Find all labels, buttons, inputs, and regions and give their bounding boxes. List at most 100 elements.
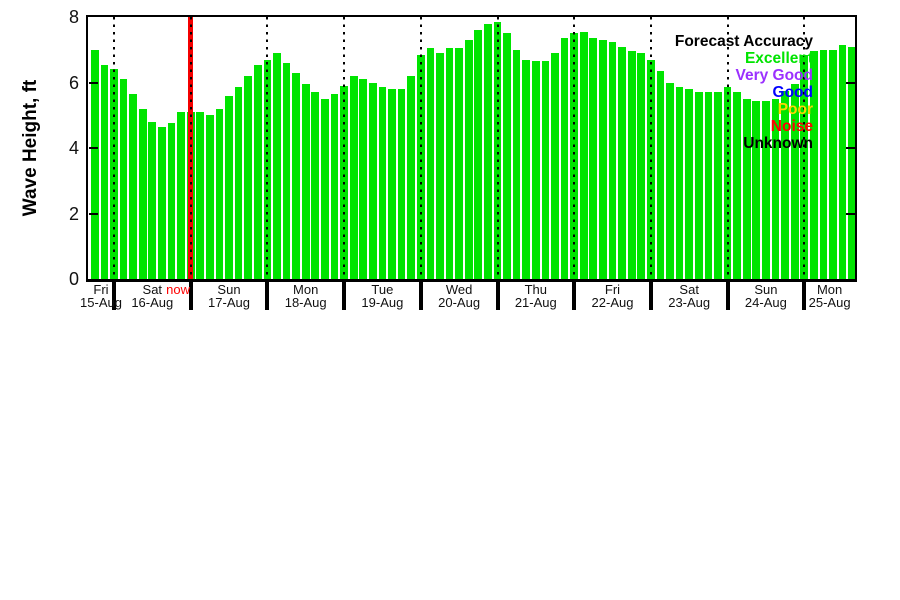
- wave-bar: [321, 98, 329, 279]
- wave-bar: [474, 30, 483, 279]
- day-label: Mon 25-Aug: [782, 283, 878, 309]
- wave-bar: [675, 87, 684, 279]
- day-boundary-dotted-line: [649, 17, 652, 279]
- wave-bar: [464, 39, 473, 279]
- axis-left-line: [86, 15, 88, 281]
- axis-inward-tick: [89, 212, 98, 215]
- wave-bar: [771, 98, 780, 279]
- wave-bar: [666, 82, 674, 279]
- y-tick-label: 6: [68, 72, 79, 93]
- wave-bar: [388, 89, 396, 279]
- y-tick-label: 4: [68, 138, 79, 158]
- wave-bar: [829, 49, 837, 279]
- weekday-text: Sat: [142, 282, 163, 297]
- date-text: 17-Aug: [208, 295, 250, 310]
- day-separator-tick: [572, 281, 577, 310]
- wave-bar: [167, 123, 176, 279]
- wave-bar: [282, 62, 291, 279]
- wave-bar: [819, 49, 828, 279]
- axis-inward-tick: [89, 81, 98, 84]
- wave-bar: [359, 79, 368, 279]
- wave-bar: [781, 90, 789, 279]
- day-label: Wed 20-Aug: [411, 283, 507, 309]
- legend-entry-poor: Poor: [777, 101, 813, 118]
- wave-bar: [848, 46, 855, 279]
- day-separator-tick: [265, 281, 270, 310]
- weekday-text: Sun: [754, 282, 778, 297]
- wave-bar: [445, 48, 454, 279]
- date-text: 23-Aug: [668, 295, 711, 310]
- y-tick-label: 2: [68, 203, 79, 224]
- wave-bar: [752, 100, 761, 279]
- axis-right-line: [855, 15, 857, 281]
- day-separator-tick: [342, 281, 347, 310]
- wave-bar: [560, 38, 569, 279]
- wave-bar: [742, 98, 751, 279]
- day-boundary-dotted-line: [419, 17, 422, 279]
- day-boundary-dotted-line: [343, 17, 346, 279]
- wave-bar: [790, 84, 799, 279]
- legend-entry-good: Good: [772, 84, 813, 101]
- wave-bar: [407, 75, 416, 279]
- weekday-text: Mon: [816, 282, 843, 297]
- date-text: 24-Aug: [744, 295, 787, 310]
- day-boundary-dotted-line: [266, 17, 269, 279]
- wave-bar: [810, 51, 818, 279]
- date-text: 16-Aug: [131, 295, 174, 310]
- day-boundary-dotted-line: [189, 17, 192, 279]
- wave-bar: [426, 48, 435, 279]
- day-separator-tick: [188, 281, 193, 310]
- wave-bar: [148, 121, 157, 279]
- date-text: 22-Aug: [591, 295, 634, 310]
- wave-bar: [512, 49, 521, 279]
- axis-inward-tick: [846, 81, 855, 84]
- axis-inward-tick: [846, 147, 855, 149]
- date-text: 21-Aug: [514, 295, 557, 310]
- legend-entry-very-good: Very Good: [735, 67, 813, 84]
- wave-bar: [627, 51, 636, 279]
- weekday-text: Sat: [679, 282, 699, 297]
- day-boundary-dotted-line: [573, 17, 576, 279]
- wave-bar: [368, 82, 377, 279]
- wave-bar: [685, 89, 694, 279]
- wave-bar: [225, 95, 233, 279]
- weekday-text: Thu: [524, 282, 547, 297]
- wave-bar: [292, 72, 300, 279]
- wave-bar: [129, 94, 137, 279]
- wave-bar: [205, 115, 214, 279]
- day-label: Tue 19-Aug: [334, 283, 430, 309]
- wave-bar: [436, 53, 444, 279]
- wave-bar: [244, 75, 253, 279]
- axis-inward-tick: [89, 147, 98, 149]
- day-boundary-dotted-line: [803, 17, 806, 279]
- weekday-text: Tue: [371, 282, 394, 297]
- wave-bar: [531, 61, 540, 279]
- day-separator-tick: [725, 281, 730, 310]
- wave-bar: [694, 92, 703, 279]
- wave-bar: [838, 44, 847, 279]
- wave-bar: [714, 92, 722, 279]
- wave-bar: [330, 94, 339, 279]
- wave-bar: [301, 84, 310, 279]
- axis-top-line: [87, 15, 856, 17]
- date-text: 25-Aug: [808, 295, 851, 310]
- weekday-text: Fri: [93, 282, 109, 297]
- now-label: now: [166, 282, 190, 297]
- day-label: Thu 21-Aug: [488, 283, 584, 309]
- wave-bar: [90, 49, 99, 279]
- wave-bar: [138, 108, 147, 279]
- day-label: Fri 22-Aug: [565, 283, 661, 309]
- wave-bar: [762, 100, 770, 279]
- wave-bar: [637, 53, 646, 279]
- day-label: Sat 16-Aug: [104, 283, 200, 309]
- wave-bar: [119, 79, 128, 279]
- date-text: 15-Aug: [80, 295, 122, 310]
- day-label: Sun 24-Aug: [718, 283, 814, 309]
- day-boundary-dotted-line: [496, 17, 499, 279]
- legend-entry-noise: Noise: [770, 118, 813, 135]
- wave-bar: [177, 112, 185, 279]
- day-boundary-dotted-line: [113, 17, 115, 279]
- weekday-text: Sun: [217, 282, 241, 297]
- wave-bar: [618, 46, 626, 279]
